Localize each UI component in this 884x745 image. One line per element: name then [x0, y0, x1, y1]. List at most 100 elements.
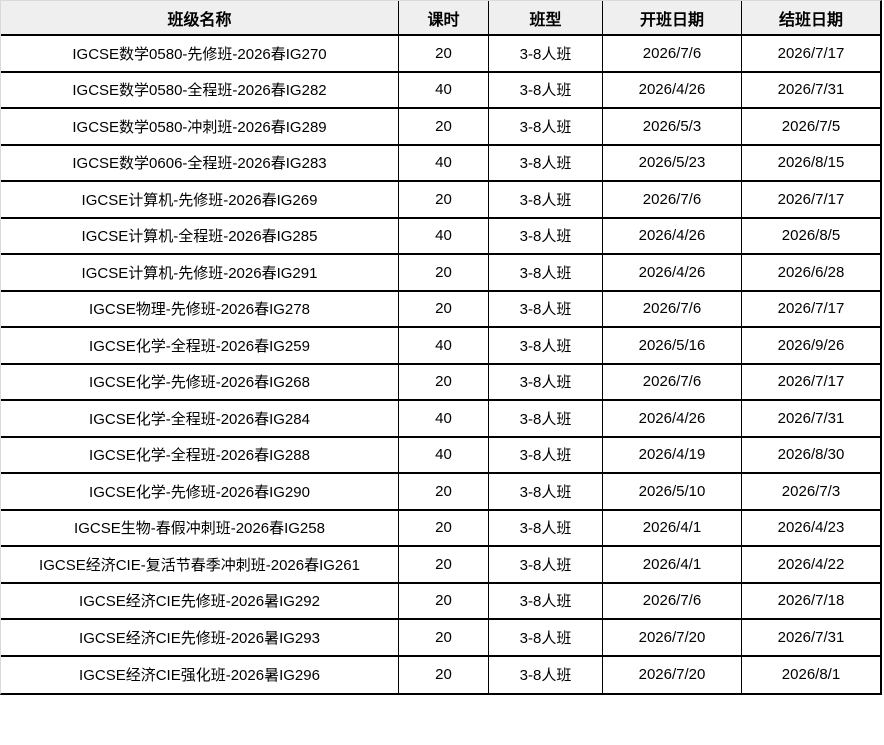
cell-start-date: 2026/5/16	[602, 328, 741, 365]
cell-hours: 20	[398, 36, 488, 73]
cell-class-name: IGCSE经济CIE-复活节春季冲刺班-2026春IG261	[1, 547, 398, 584]
cell-start-date: 2026/4/26	[602, 72, 741, 109]
cell-start-date: 2026/7/6	[602, 36, 741, 73]
cell-hours: 20	[398, 291, 488, 328]
cell-end-date: 2026/7/31	[741, 620, 880, 657]
table-row: IGCSE化学-全程班-2026春IG259 40 3-8人班 2026/5/16 20…	[1, 328, 880, 365]
cell-start-date: 2026/7/6	[602, 583, 741, 620]
column-header-hours: 课时	[398, 1, 488, 36]
cell-class-name: IGCSE化学-全程班-2026春IG259	[1, 328, 398, 365]
table-row: IGCSE计算机-先修班-2026春IG269 20 3-8人班 2026/7/6 20…	[1, 182, 880, 219]
cell-hours: 20	[398, 656, 488, 693]
cell-hours: 20	[398, 182, 488, 219]
table-row: IGCSE计算机-先修班-2026春IG291 20 3-8人班 2026/4/26 2…	[1, 255, 880, 292]
table-row: IGCSE物理-先修班-2026春IG278 20 3-8人班 2026/7/6 202…	[1, 291, 880, 328]
cell-end-date: 2026/7/31	[741, 401, 880, 438]
cell-start-date: 2026/5/23	[602, 145, 741, 182]
cell-start-date: 2026/4/26	[602, 401, 741, 438]
cell-class-type: 3-8人班	[488, 109, 602, 146]
column-header-class-type: 班型	[488, 1, 602, 36]
cell-end-date: 2026/7/17	[741, 364, 880, 401]
cell-hours: 20	[398, 364, 488, 401]
cell-class-name: IGCSE计算机-全程班-2026春IG285	[1, 218, 398, 255]
column-header-class-name: 班级名称	[1, 1, 398, 36]
cell-class-name: IGCSE化学-先修班-2026春IG290	[1, 474, 398, 511]
cell-hours: 40	[398, 72, 488, 109]
column-header-end-date: 结班日期	[741, 1, 880, 36]
cell-start-date: 2026/7/20	[602, 620, 741, 657]
table-row: IGCSE经济CIE先修班-2026暑IG293 20 3-8人班 2026/7/20…	[1, 620, 880, 657]
table-row: IGCSE化学-全程班-2026春IG284 40 3-8人班 2026/4/26 20…	[1, 401, 880, 438]
cell-end-date: 2026/8/15	[741, 145, 880, 182]
cell-start-date: 2026/4/26	[602, 255, 741, 292]
cell-class-name: IGCSE计算机-先修班-2026春IG291	[1, 255, 398, 292]
cell-start-date: 2026/5/3	[602, 109, 741, 146]
cell-class-name: IGCSE数学0580-全程班-2026春IG282	[1, 72, 398, 109]
cell-class-type: 3-8人班	[488, 255, 602, 292]
cell-start-date: 2026/7/20	[602, 656, 741, 693]
cell-class-type: 3-8人班	[488, 401, 602, 438]
header-row: 班级名称 课时 班型 开班日期 结班日期	[1, 1, 880, 36]
cell-class-name: IGCSE物理-先修班-2026春IG278	[1, 291, 398, 328]
cell-end-date: 2026/8/30	[741, 437, 880, 474]
cell-start-date: 2026/7/6	[602, 291, 741, 328]
table-row: IGCSE数学0580-全程班-2026春IG282 40 3-8人班 2026/4/…	[1, 72, 880, 109]
table-row: IGCSE化学-先修班-2026春IG290 20 3-8人班 2026/5/10 20…	[1, 474, 880, 511]
cell-end-date: 2026/7/17	[741, 36, 880, 73]
cell-end-date: 2026/8/5	[741, 218, 880, 255]
cell-class-type: 3-8人班	[488, 291, 602, 328]
cell-hours: 20	[398, 583, 488, 620]
cell-end-date: 2026/8/1	[741, 656, 880, 693]
cell-class-type: 3-8人班	[488, 583, 602, 620]
cell-class-name: IGCSE数学0580-先修班-2026春IG270	[1, 36, 398, 73]
cell-hours: 20	[398, 255, 488, 292]
cell-hours: 40	[398, 218, 488, 255]
table-row: IGCSE经济CIE先修班-2026暑IG292 20 3-8人班 2026/7/6 2…	[1, 583, 880, 620]
cell-class-type: 3-8人班	[488, 36, 602, 73]
cell-class-name: IGCSE生物-春假冲刺班-2026春IG258	[1, 510, 398, 547]
table-row: IGCSE数学0580-先修班-2026春IG270 20 3-8人班 2026/7/…	[1, 36, 880, 73]
cell-hours: 40	[398, 437, 488, 474]
cell-class-name: IGCSE数学0606-全程班-2026春IG283	[1, 145, 398, 182]
cell-start-date: 2026/5/10	[602, 474, 741, 511]
cell-start-date: 2026/4/26	[602, 218, 741, 255]
cell-end-date: 2026/7/17	[741, 291, 880, 328]
cell-class-name: IGCSE化学-全程班-2026春IG288	[1, 437, 398, 474]
cell-class-name: IGCSE化学-先修班-2026春IG268	[1, 364, 398, 401]
table-header: 班级名称 课时 班型 开班日期 结班日期	[1, 1, 880, 36]
cell-hours: 20	[398, 510, 488, 547]
cell-end-date: 2026/4/22	[741, 547, 880, 584]
cell-hours: 40	[398, 328, 488, 365]
cell-end-date: 2026/7/17	[741, 182, 880, 219]
cell-start-date: 2026/7/6	[602, 364, 741, 401]
cell-hours: 20	[398, 547, 488, 584]
cell-class-name: IGCSE计算机-先修班-2026春IG269	[1, 182, 398, 219]
cell-end-date: 2026/9/26	[741, 328, 880, 365]
table-row: IGCSE数学0606-全程班-2026春IG283 40 3-8人班 2026/5/…	[1, 145, 880, 182]
column-header-start-date: 开班日期	[602, 1, 741, 36]
cell-end-date: 2026/7/5	[741, 109, 880, 146]
cell-class-name: IGCSE经济CIE先修班-2026暑IG293	[1, 620, 398, 657]
cell-start-date: 2026/4/1	[602, 547, 741, 584]
cell-hours: 40	[398, 145, 488, 182]
cell-class-type: 3-8人班	[488, 656, 602, 693]
table-row: IGCSE化学-先修班-2026春IG268 20 3-8人班 2026/7/6 202…	[1, 364, 880, 401]
cell-class-name: IGCSE经济CIE先修班-2026暑IG292	[1, 583, 398, 620]
class-schedule-table-container: 班级名称 课时 班型 开班日期 结班日期 IGCSE数学0580-先修班-202…	[0, 0, 882, 695]
table-row: IGCSE化学-全程班-2026春IG288 40 3-8人班 2026/4/19 20…	[1, 437, 880, 474]
table-row: IGCSE计算机-全程班-2026春IG285 40 3-8人班 2026/4/26 2…	[1, 218, 880, 255]
cell-class-type: 3-8人班	[488, 328, 602, 365]
table-row: IGCSE生物-春假冲刺班-2026春IG258 20 3-8人班 2026/4/1 2…	[1, 510, 880, 547]
table-row: IGCSE经济CIE-复活节春季冲刺班-2026春IG261 20 3-8人班 202…	[1, 547, 880, 584]
table-row: IGCSE数学0580-冲刺班-2026春IG289 20 3-8人班 2026/5/…	[1, 109, 880, 146]
cell-end-date: 2026/4/23	[741, 510, 880, 547]
cell-end-date: 2026/7/3	[741, 474, 880, 511]
cell-class-type: 3-8人班	[488, 182, 602, 219]
class-schedule-table: 班级名称 课时 班型 开班日期 结班日期 IGCSE数学0580-先修班-202…	[0, 0, 882, 695]
cell-class-type: 3-8人班	[488, 72, 602, 109]
cell-end-date: 2026/6/28	[741, 255, 880, 292]
cell-start-date: 2026/7/6	[602, 182, 741, 219]
cell-class-type: 3-8人班	[488, 364, 602, 401]
cell-class-type: 3-8人班	[488, 474, 602, 511]
table-row: IGCSE经济CIE强化班-2026暑IG296 20 3-8人班 2026/7/20…	[1, 656, 880, 693]
